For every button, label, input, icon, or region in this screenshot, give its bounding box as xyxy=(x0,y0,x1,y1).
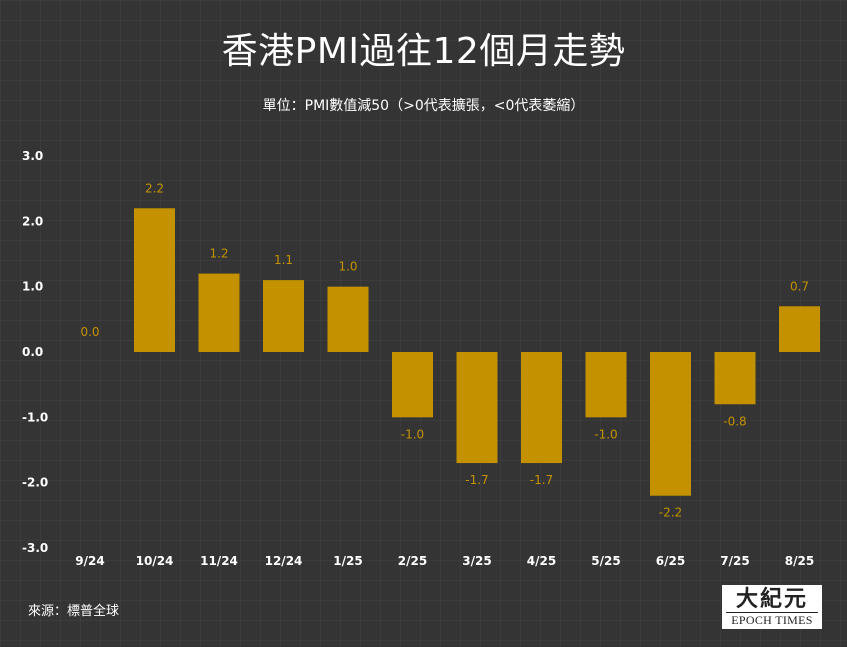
logo-chinese-text: 大紀元 xyxy=(735,586,808,612)
x-tick-label: 1/25 xyxy=(333,554,362,568)
x-tick-label: 5/25 xyxy=(591,554,620,568)
data-label: -1.7 xyxy=(465,473,488,487)
x-tick-label: 4/25 xyxy=(527,554,556,568)
x-tick-label: 10/24 xyxy=(136,554,174,568)
data-label: 0.7 xyxy=(790,279,809,293)
source-note: 來源：標普全球 xyxy=(28,604,120,619)
data-label: -1.0 xyxy=(401,427,424,441)
x-tick-label: 2/25 xyxy=(398,554,427,568)
x-tick-label: 9/24 xyxy=(75,554,104,568)
x-tick-label: 11/24 xyxy=(200,554,238,568)
logo-english-text: EPOCH TIMES xyxy=(726,612,818,627)
x-tick-label: 7/25 xyxy=(720,554,749,568)
bar xyxy=(585,352,627,418)
x-tick-label: 6/25 xyxy=(656,554,685,568)
data-label: 1.1 xyxy=(274,253,293,267)
y-tick-label: -3.0 xyxy=(22,541,48,555)
bar xyxy=(198,273,240,352)
chart-subtitle: 單位：PMI數值減50（>0代表擴張，<0代表萎縮） xyxy=(262,98,585,114)
bar xyxy=(521,352,562,464)
chart-title: 香港PMI過往12個月走勢 xyxy=(221,31,626,72)
bar xyxy=(456,352,498,464)
bar xyxy=(327,286,369,352)
bar xyxy=(392,352,433,418)
bar xyxy=(650,352,691,496)
data-label: -1.0 xyxy=(594,427,617,441)
x-tick-label: 8/25 xyxy=(785,554,814,568)
y-tick-label: 2.0 xyxy=(22,214,43,228)
bar xyxy=(714,352,756,405)
epoch-times-logo: 大紀元 EPOCH TIMES xyxy=(722,585,822,629)
data-label: -1.7 xyxy=(530,473,553,487)
data-label: 1.2 xyxy=(209,247,228,261)
data-label: -0.8 xyxy=(723,414,746,428)
bar xyxy=(263,280,304,352)
data-label: 0.0 xyxy=(80,325,99,339)
y-tick-label: -1.0 xyxy=(22,410,48,424)
x-tick-label: 3/25 xyxy=(462,554,491,568)
y-tick-label: 1.0 xyxy=(22,280,43,294)
y-tick-label: -2.0 xyxy=(22,476,48,490)
data-label: -2.2 xyxy=(659,506,682,520)
data-label: 2.2 xyxy=(145,181,164,195)
y-tick-label: 0.0 xyxy=(22,345,43,359)
data-label: 1.0 xyxy=(338,260,357,274)
x-tick-label: 12/24 xyxy=(265,554,303,568)
bar xyxy=(779,306,820,352)
bar xyxy=(134,208,175,352)
y-tick-label: 3.0 xyxy=(22,149,43,163)
